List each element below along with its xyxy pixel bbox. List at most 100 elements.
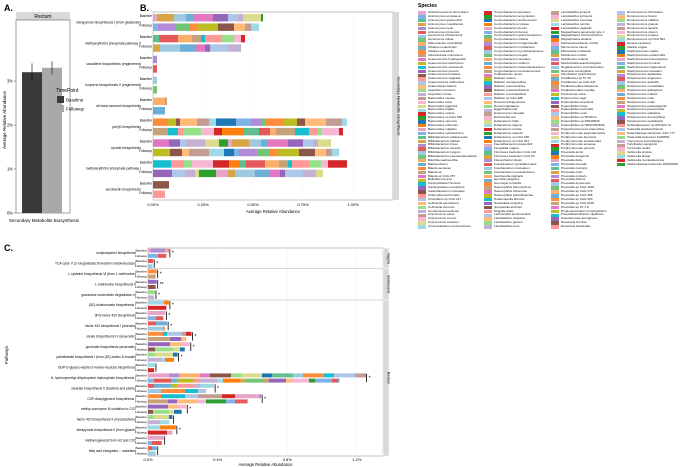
- species-label: Murdochiella asaccharolytica: [561, 60, 601, 65]
- species-label: Haemophilus haemolyticus: [494, 185, 531, 190]
- species-label: Blautia obeum: [428, 161, 448, 166]
- species-legend-item: Parabacteroides distasonis: [551, 84, 607, 89]
- species-legend-item: Acidaminococcus fermentans: [418, 11, 477, 15]
- species-label: Prevotella disiens: [561, 177, 586, 182]
- panel-b-bar-segment: [158, 23, 176, 31]
- species-legend-item: Dialister succinatiphilus: [484, 92, 545, 97]
- species-label: Ruminococcus gnavus: [627, 21, 659, 26]
- species-legend-item: Kingella oralis: [484, 209, 545, 214]
- species-label: Veillonella atypica: [627, 150, 652, 155]
- species-label: Faecalibacterium prausnitzii: [494, 142, 533, 147]
- species-legend-item: Comamonas kerstersii: [418, 209, 477, 214]
- species-label: Lactobacillus mucosae: [561, 17, 593, 22]
- panel-c-bar-segment: [168, 399, 177, 404]
- panel-b-bar-segment: [180, 44, 195, 52]
- panel-b-bar-segment: [249, 139, 261, 147]
- species-legend-item: Fusobacterium nucleatum: [484, 166, 545, 171]
- species-swatch: [551, 85, 559, 89]
- panel-c-pathway-label: CDP-diacylglycerol biosynthesis I: [87, 397, 136, 401]
- species-legend-item: Lactobacillus ruminis: [551, 22, 607, 27]
- panel-b-bar-segment: [261, 118, 266, 126]
- species-label: Corynebacterium glucuronolyticum: [494, 33, 542, 38]
- species-label: Porphyromonas uenonis: [561, 146, 595, 151]
- species-label: Clostridium sp CAG 217: [428, 196, 462, 201]
- panel-c-timepoint-label: Followup: [135, 441, 147, 445]
- species-legend-item: Bifidobacterium adolescentis: [418, 135, 477, 140]
- panel-b-bar-segment: [240, 160, 246, 168]
- panel-c-timepoint-label: Baseline: [135, 280, 147, 284]
- species-label: Staphylococcus hominis: [627, 60, 661, 65]
- species-swatch: [418, 166, 426, 171]
- species-label: Anaerococcus tetradius: [428, 72, 461, 77]
- species-legend-item: Streptococcus parasanguinis: [617, 104, 678, 109]
- panel-b-bar-segment: [305, 118, 326, 126]
- panel-c-bar-segment: [210, 373, 231, 378]
- species-swatch: [484, 217, 492, 221]
- species-swatch: [617, 19, 625, 23]
- panel-b-bar-segment: [153, 127, 168, 136]
- species-label: Streptococcus infantis: [627, 91, 658, 96]
- panel-b-bar-segment: [193, 14, 213, 22]
- species-swatch: [418, 127, 426, 132]
- panel-c-bar-segment: [226, 399, 235, 404]
- panel-b-bar-segment: [328, 160, 347, 168]
- panel-c-timepoint-label: Baseline: [135, 311, 147, 315]
- species-legend-item: Bacteroides stercoris: [418, 119, 477, 124]
- species-label: Actinomyces massiliensis: [428, 21, 464, 26]
- species-legend-item: Bifidobacterium bifidum: [418, 139, 477, 144]
- species-label: Streptococcus agalactiae: [627, 72, 662, 77]
- panel-b-bar-segment: [259, 127, 270, 136]
- panel-c-bar-segment: [240, 378, 246, 383]
- panel-c-bar-segment: [148, 316, 156, 321]
- species-legend-item: Actinomyces turicensis: [418, 30, 477, 35]
- panel-b-bar-segment: [222, 34, 234, 43]
- species-label: Anaerococcus hydrogenalis: [428, 56, 467, 61]
- species-legend-item: Peptoniphilus sp HMSC062D09: [551, 123, 607, 128]
- panel-b-bar-segment: [153, 86, 157, 94]
- panel-a-legend-title: TimePoint: [56, 88, 79, 94]
- species-swatch: [418, 92, 426, 97]
- species-swatch: [484, 38, 492, 42]
- species-swatch: [484, 92, 492, 97]
- panel-b-bar-segment: [299, 148, 315, 157]
- species-swatch: [484, 139, 492, 144]
- panel-c-bar-segment: [165, 248, 168, 253]
- species-swatch: [418, 174, 426, 179]
- species-swatch: [617, 46, 625, 50]
- panel-b-bar-segment: [170, 148, 182, 157]
- species-legend-item: Bacteroides eggerthii: [418, 104, 477, 109]
- species-swatch: [484, 57, 492, 62]
- panel-c-bar-segment: [148, 451, 156, 456]
- species-legend-item: Prevotella timonensis: [551, 182, 607, 186]
- species-label: Mitsuokella multacida: [561, 49, 591, 54]
- panel-c-bar-segment: [148, 321, 156, 326]
- panel-b-pathway-label: taxadiene biosynthesis (engineered): [87, 62, 141, 66]
- species-label: Ruminococcus obeum: [627, 29, 658, 34]
- panel-b-bar-segment: [245, 23, 251, 31]
- panel-c-bar-segment: [153, 409, 169, 414]
- panel-c-bar-segment: [152, 446, 157, 451]
- panel-b-bar-segment: [192, 160, 213, 168]
- species-legend-item: Bifidobacterium dentium: [418, 147, 477, 151]
- species-swatch: [551, 100, 559, 105]
- species-swatch: [617, 65, 625, 70]
- panel-c-timepoint-label: Followup: [135, 327, 147, 331]
- species-label: Prevotella sp S7 1 8: [561, 204, 589, 209]
- species-label: Actinomyces graevenitzii: [428, 17, 463, 22]
- species-legend-item: Streptococcus australis: [617, 81, 678, 85]
- panel-c-timepoint-label: Baseline: [135, 301, 147, 305]
- panel-b-bar-segment: [229, 160, 240, 168]
- panel-b-pathway-label: methylerythritol phosphate pathway II: [85, 41, 141, 45]
- panel-c-strip-label: Endocervix: [387, 276, 391, 294]
- species-swatch: [617, 120, 625, 124]
- panel-b-bar-segment: [178, 34, 192, 43]
- panel-c-timepoint-label: Baseline: [135, 332, 147, 336]
- panel-b-bar-segment: [219, 139, 228, 147]
- species-legend-item: Corynebacterium freneyi: [484, 30, 545, 35]
- species-legend-item: Dorea formicigenerans: [484, 100, 545, 105]
- panel-b-bar-segment: [243, 127, 259, 136]
- panel-c-bar-segment: [148, 425, 160, 430]
- panel-a-xlabel: Secondary Metabolite Biosynthesis: [9, 218, 80, 223]
- species-legend-item: Tissierellia bacterium KA00581: [617, 135, 678, 140]
- species-swatch: [418, 162, 426, 167]
